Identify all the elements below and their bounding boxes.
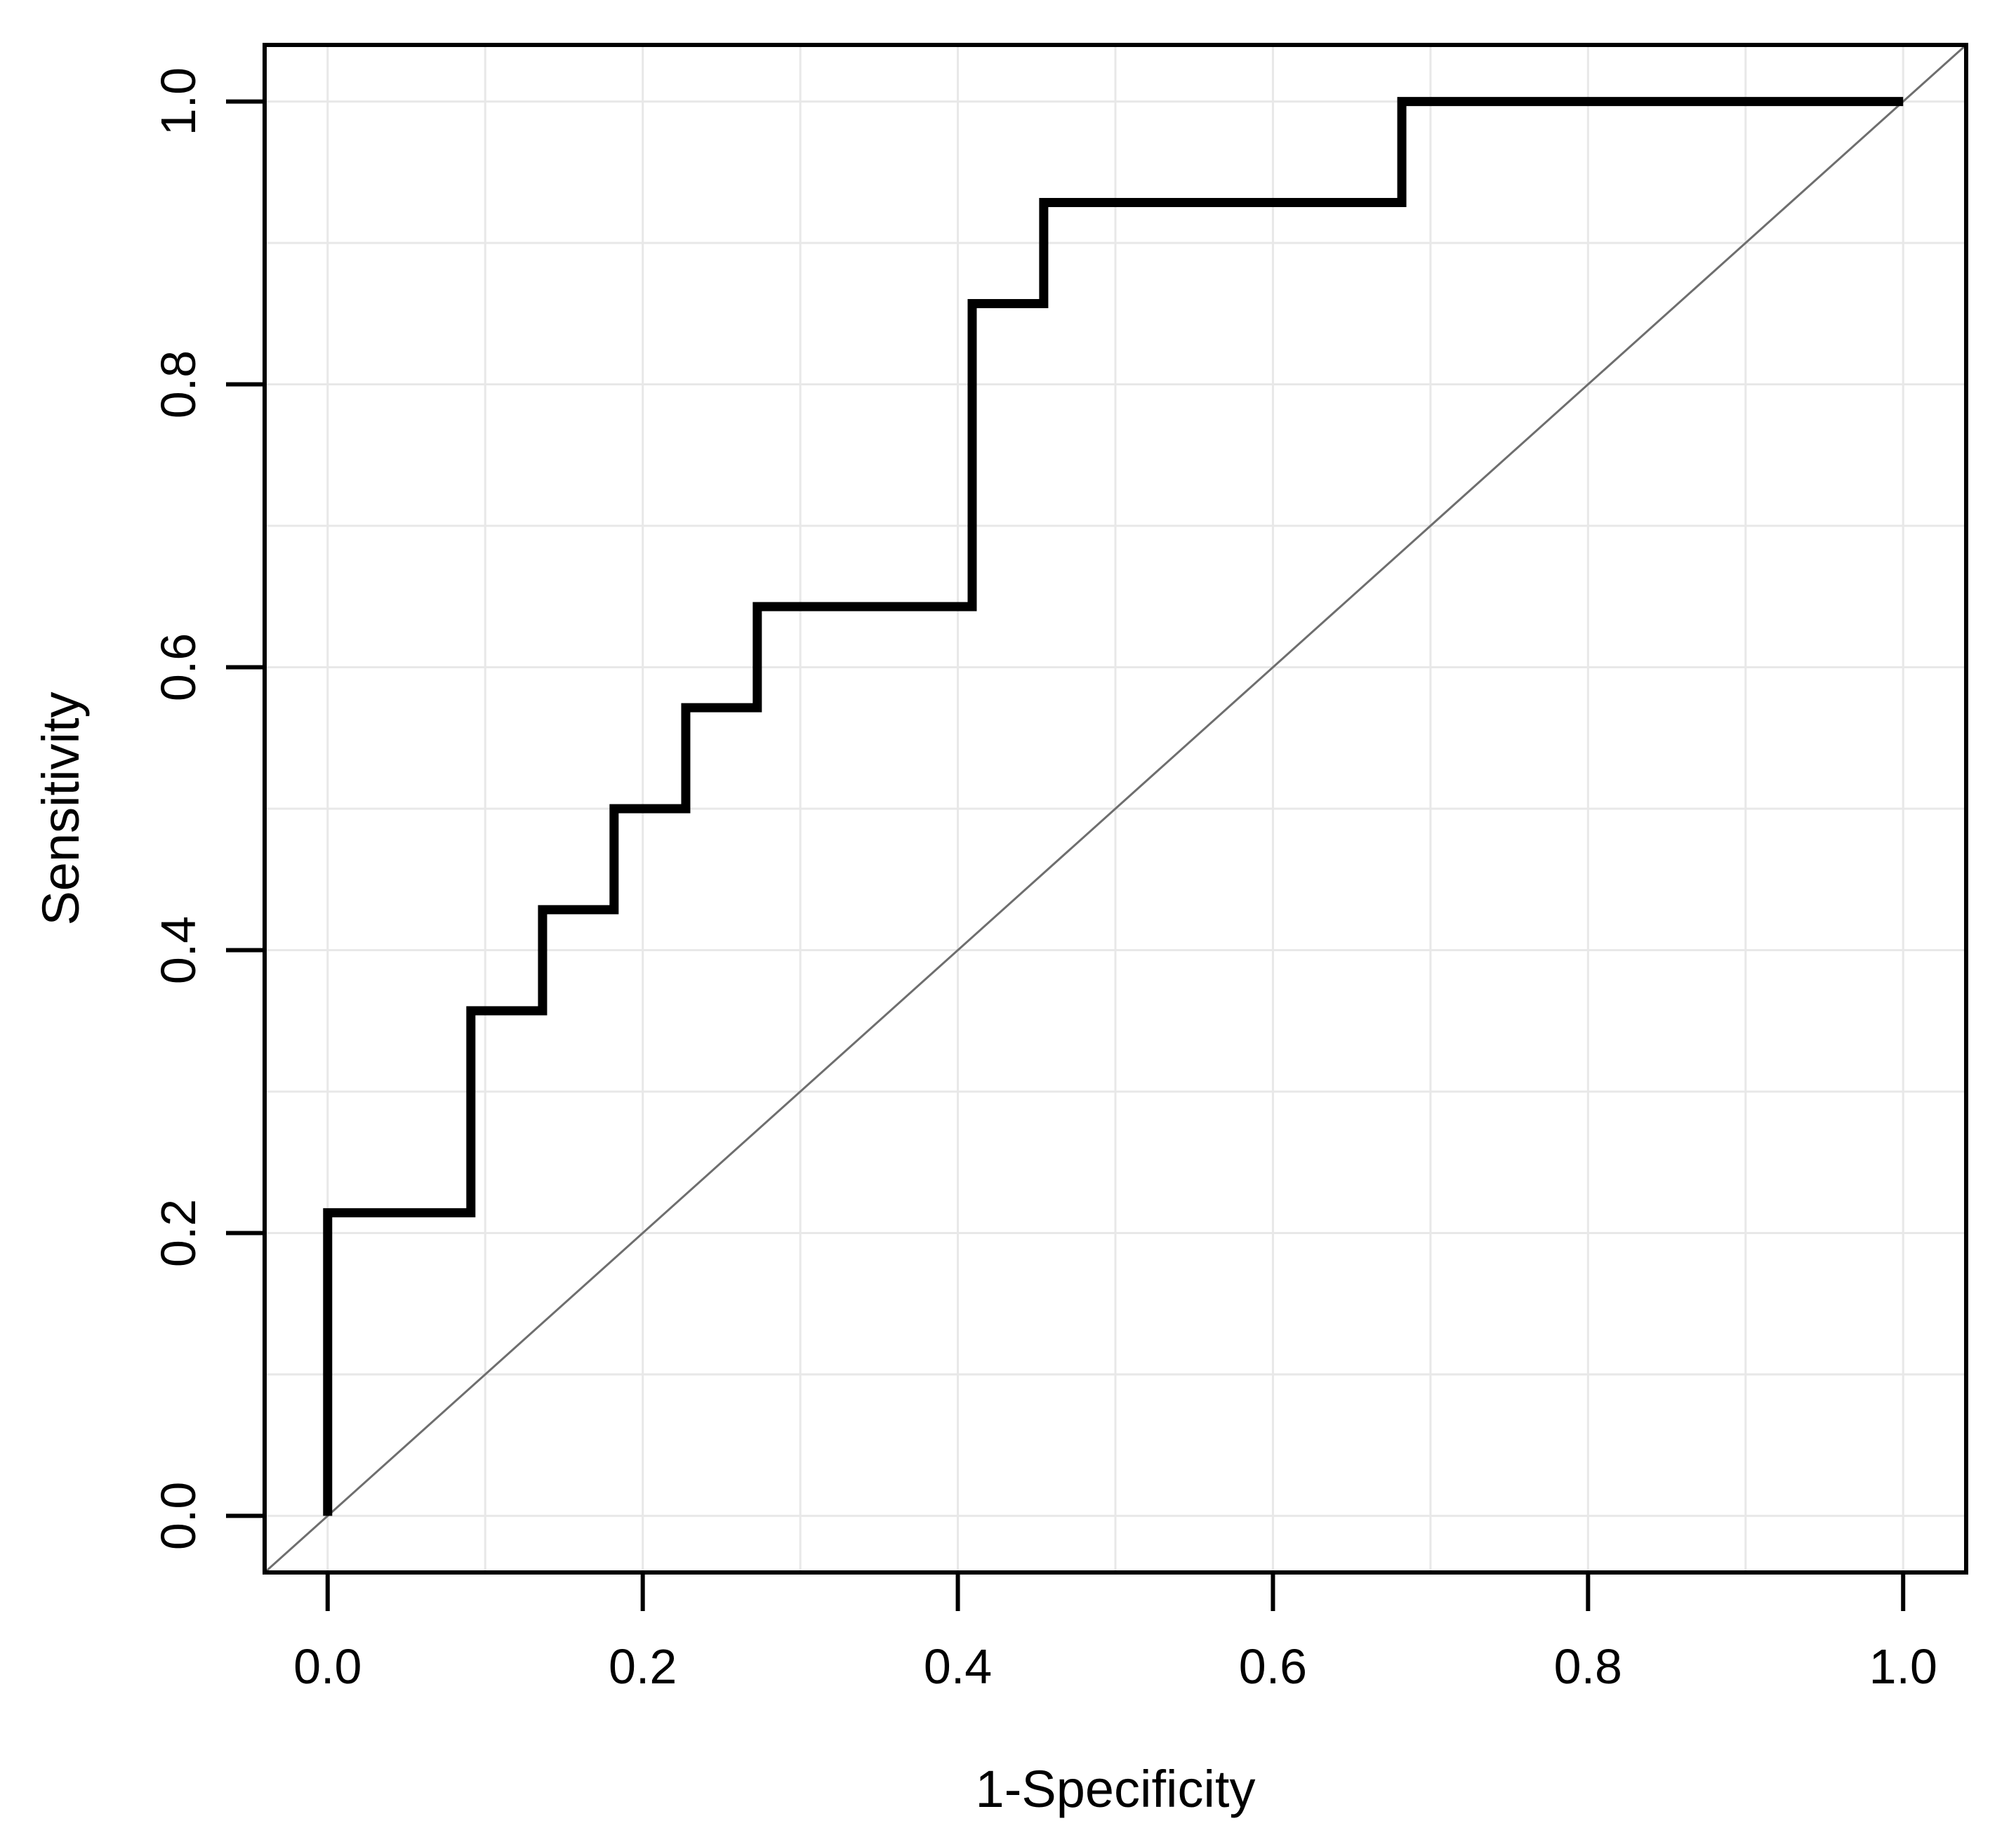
y-tick-label: 0.0 [151, 1482, 206, 1550]
plot-border [263, 43, 1968, 1575]
x-tick-label: 1.0 [1869, 1639, 1937, 1694]
x-tick-label: 0.6 [1239, 1639, 1307, 1694]
x-axis-title: 1-Specificity [976, 1760, 1256, 1818]
x-tick-label: 0.4 [924, 1639, 992, 1694]
y-tick-label: 1.0 [151, 67, 206, 135]
y-tick-label: 0.2 [151, 1199, 206, 1267]
x-tick-label: 0.2 [609, 1639, 677, 1694]
y-tick-label: 0.8 [151, 350, 206, 418]
x-tick-label: 0.8 [1554, 1639, 1622, 1694]
y-tick-label: 0.6 [151, 633, 206, 701]
plot-generated-layer: 0.0 0.2 0.4 0.6 0.8 1.0 0.0 0.2 0.4 0.6 0.8 1.0 [151, 43, 1968, 1694]
x-tick-label: 0.0 [293, 1639, 362, 1694]
roc-curve [323, 97, 1904, 1516]
y-axis-title: Sensitivity [32, 691, 90, 925]
chance-diagonal [263, 44, 1968, 1574]
y-tick-label: 0.4 [151, 916, 206, 984]
